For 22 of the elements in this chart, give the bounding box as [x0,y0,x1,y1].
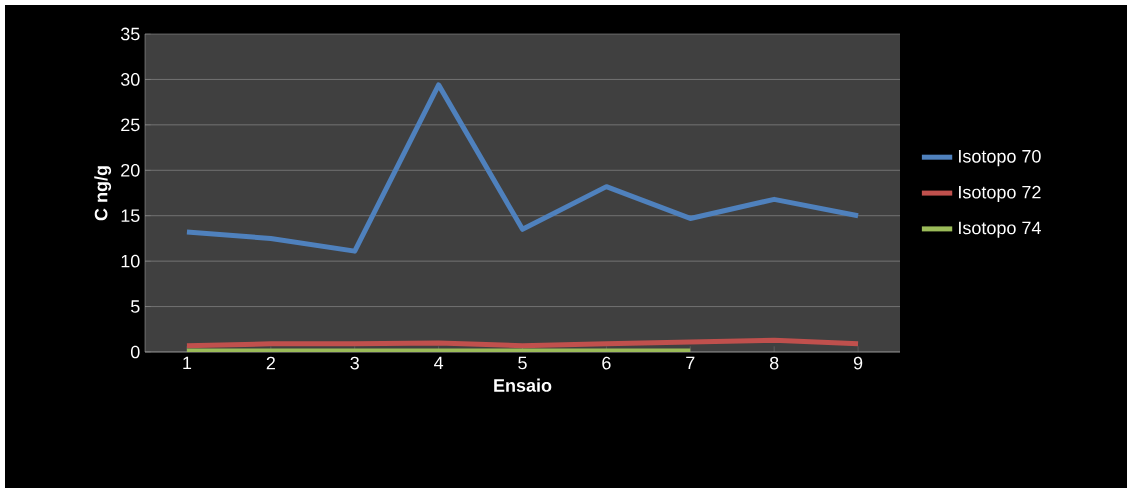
x-tick-label: 4 [434,356,444,370]
x-tick-label: 1 [183,356,192,370]
y-tick-label: 15 [121,209,140,222]
y-tick-label: 35 [120,27,140,41]
x-axis-title: Ensaio [494,378,552,392]
y-tick-label: 0 [130,345,140,359]
legend-label: Isotopo 72 [959,185,1041,203]
x-tick-label: 3 [350,356,359,370]
y-tick-label: 25 [121,118,140,132]
y-tick-label: 5 [130,300,140,313]
y-tick-label: 20 [121,163,140,177]
x-tick-label: 9 [853,356,863,370]
y-tick-label: 30 [120,73,140,86]
legend-label: Isotopo 70 [959,149,1041,167]
x-tick-label: 7 [686,356,695,370]
y-axis-title: C ng/g [94,166,112,221]
legend-label: Isotopo 74 [959,221,1041,238]
x-tick-label: 8 [769,356,779,370]
x-tick-label: 2 [266,356,275,370]
y-tick-label: 10 [121,254,140,268]
x-tick-label: 6 [602,356,611,370]
x-tick-label: 5 [518,356,527,370]
